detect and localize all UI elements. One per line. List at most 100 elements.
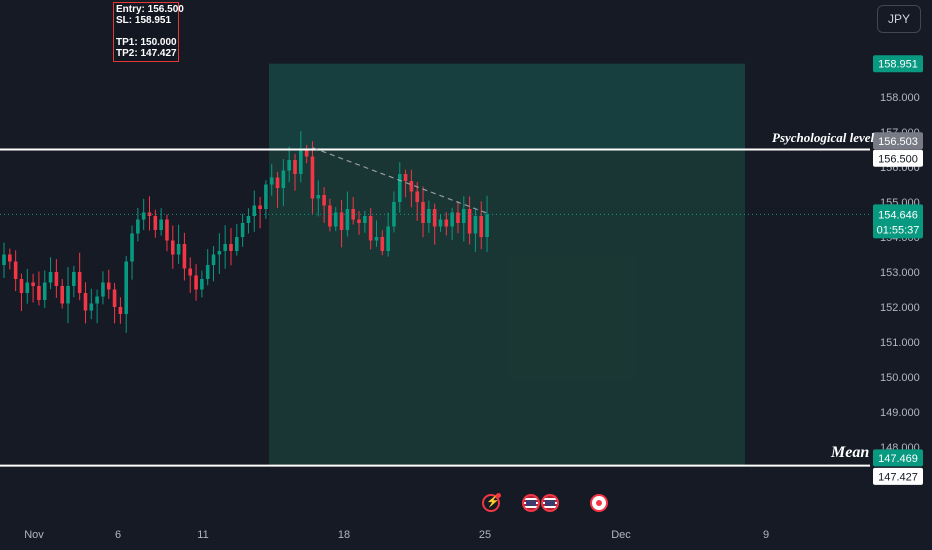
candle-body xyxy=(205,265,210,279)
record-event-icon[interactable] xyxy=(590,494,608,512)
candle-body xyxy=(124,261,129,314)
candle xyxy=(485,195,489,252)
candle-body xyxy=(392,202,396,227)
candle-body xyxy=(229,244,233,251)
candle-body xyxy=(240,223,245,237)
candle-body xyxy=(83,293,88,311)
candle xyxy=(130,225,134,280)
alt-low-badge: 147.469 xyxy=(878,453,918,465)
candle xyxy=(409,169,414,208)
candle xyxy=(427,200,431,233)
candle xyxy=(339,199,344,248)
time-tick: 6 xyxy=(115,529,121,541)
sl-badge: 158.951 xyxy=(878,59,918,71)
candle-body xyxy=(322,195,326,206)
candle xyxy=(223,225,227,269)
candle-body xyxy=(461,209,466,223)
candle-body xyxy=(95,296,99,304)
candle xyxy=(25,269,30,304)
candle-body xyxy=(42,282,47,300)
time-tick: 25 xyxy=(479,529,491,541)
candle xyxy=(2,242,6,279)
us-event-icon[interactable] xyxy=(541,494,559,512)
candle xyxy=(299,131,303,183)
candle-body xyxy=(112,289,117,307)
candle xyxy=(124,256,129,333)
candle xyxy=(310,141,315,214)
candle xyxy=(235,224,239,256)
candle-body xyxy=(345,209,350,230)
candle xyxy=(240,213,245,247)
candle xyxy=(357,210,361,235)
candle xyxy=(368,208,373,250)
candle xyxy=(112,282,117,324)
candle xyxy=(444,212,449,236)
time-tick: 11 xyxy=(197,529,208,541)
candle xyxy=(374,220,379,247)
candle xyxy=(77,252,82,301)
candle-body xyxy=(176,244,181,255)
candle-body xyxy=(304,149,309,157)
candle-body xyxy=(363,216,367,223)
candle xyxy=(246,208,251,234)
candle-body xyxy=(141,212,146,220)
short-position-zone xyxy=(269,63,745,466)
trade-note: Entry: 156.500 SL: 158.951 TP1: 150.000 … xyxy=(113,2,184,62)
candle xyxy=(450,207,454,241)
us-event-icon[interactable] xyxy=(522,494,540,512)
candle xyxy=(281,159,286,206)
candle-body xyxy=(415,191,420,202)
candle-body xyxy=(246,216,251,223)
candle xyxy=(275,171,280,208)
candle-body xyxy=(217,251,222,255)
time-tick: 9 xyxy=(763,529,769,541)
candle-body xyxy=(89,303,94,311)
chart-overlays xyxy=(0,147,870,467)
candle xyxy=(182,232,187,281)
price-axis-bg xyxy=(870,0,932,520)
sl-badge-bg xyxy=(873,55,923,73)
candle-body xyxy=(130,233,134,262)
candle xyxy=(176,224,181,264)
candle-body xyxy=(485,214,489,237)
candle xyxy=(403,169,408,198)
candle-body xyxy=(25,282,30,293)
candle-body xyxy=(438,219,443,227)
candle-body xyxy=(211,254,216,265)
note-tp1: TP1: 150.000 xyxy=(116,37,177,48)
price-tick: 152.000 xyxy=(880,302,920,314)
candle xyxy=(479,201,484,250)
candle xyxy=(432,203,437,245)
candle-body xyxy=(106,282,111,290)
candle-body xyxy=(299,149,303,174)
candle xyxy=(211,246,216,282)
candle-body xyxy=(421,202,425,223)
candle xyxy=(293,153,297,191)
psychological-level-label: Psychological level xyxy=(772,130,875,145)
candle xyxy=(304,144,309,164)
flash-event-icon[interactable] xyxy=(482,493,501,512)
candle-body xyxy=(287,160,291,171)
candle xyxy=(188,257,193,293)
candle xyxy=(258,197,262,229)
candle-body xyxy=(368,216,373,241)
candle-body xyxy=(60,286,64,304)
candle-body xyxy=(66,286,70,304)
candle-body xyxy=(269,177,274,185)
candle-body xyxy=(456,212,460,223)
trendline xyxy=(312,147,491,215)
candle-body xyxy=(136,219,140,234)
candle-body xyxy=(19,279,24,293)
candle-body xyxy=(403,174,408,181)
candle-body xyxy=(200,279,204,290)
candle xyxy=(328,198,332,232)
currency-button[interactable]: JPY xyxy=(877,5,921,33)
time-tick: Dec xyxy=(611,529,631,541)
candle xyxy=(147,196,152,231)
candle xyxy=(136,207,140,242)
countdown-badge: 01:55:37 xyxy=(877,224,920,236)
price-tick: 151.000 xyxy=(880,337,920,349)
tp2-badge-bg xyxy=(873,467,923,485)
candle-body xyxy=(252,205,257,216)
candle xyxy=(397,162,402,213)
